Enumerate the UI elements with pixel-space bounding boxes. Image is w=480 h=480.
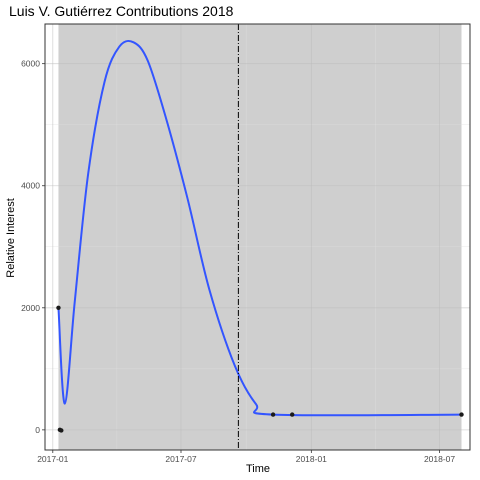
data-point: [59, 428, 64, 433]
x-tick-label: 2017-01: [37, 454, 68, 464]
data-point: [270, 412, 276, 417]
plot-area: 2017-01 2017-07 2018-01 2018-07 0 2000 4000 600…: [21, 23, 471, 464]
x-tick-label: 2018-01: [296, 454, 327, 464]
y-tick-label: 0: [35, 425, 40, 435]
y-tick-label: 4000: [21, 181, 40, 191]
y-axis-title: Relative Interest: [5, 198, 17, 277]
chart-title: Luis V. Gutiérrez Contributions 2018: [9, 3, 234, 19]
x-tick-label: 2018-07: [424, 454, 455, 464]
panel-border: [44, 23, 471, 451]
series-line: [57, 39, 462, 417]
data-point: [290, 412, 295, 417]
y-tick-label: 2000: [21, 303, 40, 313]
x-axis-title: Time: [246, 463, 270, 475]
data-point: [56, 305, 61, 310]
shaded-region: [58, 24, 462, 450]
data-point: [459, 412, 464, 417]
x-tick-label: 2017-07: [165, 454, 196, 464]
y-tick-label: 6000: [21, 59, 40, 69]
